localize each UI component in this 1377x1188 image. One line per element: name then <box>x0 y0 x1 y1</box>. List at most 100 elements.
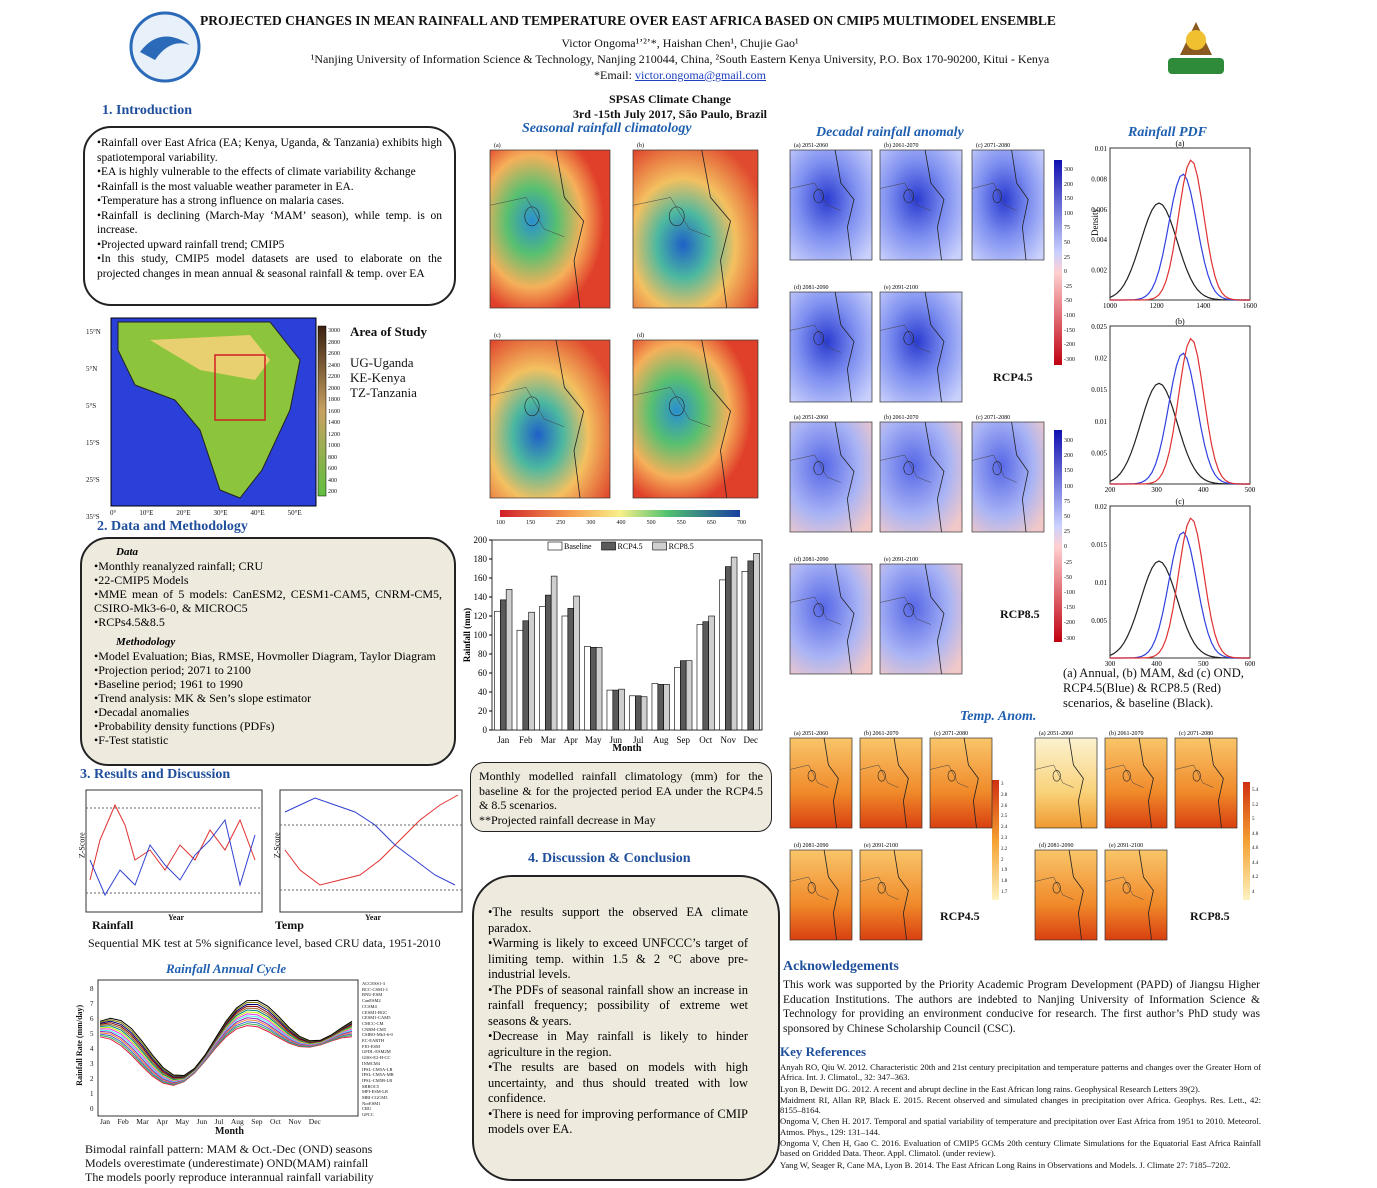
list-item: Decrease in May rainfall is likely to hi… <box>488 1029 748 1060</box>
email[interactable]: victor.ongoma@gmail.com <box>634 68 767 82</box>
list-item: 600 <box>328 466 337 472</box>
border <box>789 876 829 900</box>
list-item: 200 <box>328 489 337 495</box>
list-item: Rainfall is declining (March-May ‘MAM’ s… <box>97 209 442 238</box>
map-panel <box>632 149 759 309</box>
pdf-ytick: 0.015 <box>1091 541 1107 549</box>
panel-label: (d) <box>637 332 644 339</box>
panel-label: (b) 2061-2070 <box>864 730 899 737</box>
panel-label: (d) 2081-2090 <box>794 842 829 849</box>
border <box>879 324 931 353</box>
list-item: 150 <box>1064 196 1073 203</box>
list-item: -100 <box>1064 312 1075 319</box>
cycle-title: Rainfall Annual Cycle <box>166 961 287 976</box>
lake <box>813 603 824 618</box>
coastline <box>924 421 945 533</box>
lake <box>1052 770 1061 782</box>
decadal-ticks: 300 200 150 100 75 50 25 0 -25 -50 -100 -150 -200 -30… <box>1064 163 1075 367</box>
pdf-ytick: 0.02 <box>1095 355 1108 363</box>
map-panel <box>879 291 963 403</box>
coastline <box>701 339 731 499</box>
map-panel <box>879 563 963 675</box>
panel-label: (e) 2091-2100 <box>884 556 918 563</box>
map-panel <box>879 149 963 261</box>
panel-label: (c) 2071-2080 <box>976 414 1010 421</box>
conference: SPSAS Climate Change <box>608 92 731 106</box>
map-panel <box>859 849 923 941</box>
panel-label: (b) 2061-2070 <box>1109 730 1144 737</box>
panel-label: (a) 2051-2060 <box>794 414 828 421</box>
panel-label: (a) 2051-2060 <box>794 142 828 149</box>
list-item: 10°E <box>139 509 154 517</box>
list-item: Ongoma V, Chen H, Gao C. 2016. Evaluatio… <box>780 1138 1261 1159</box>
list-item: NorESM1 <box>362 1100 381 1106</box>
lake <box>877 882 886 894</box>
bar <box>505 589 513 731</box>
mk-caption: Sequential MK test at 5% significance le… <box>88 936 441 950</box>
list-item: Mar <box>136 1117 149 1126</box>
list-item: 200 <box>1064 181 1073 188</box>
list-item: Yang W, Seager R, Cane MA, Lyon B. 2014.… <box>780 1159 1231 1170</box>
bar <box>753 552 760 731</box>
pdf-ytick: 0.002 <box>1091 267 1107 275</box>
list-item: Jun <box>196 1117 208 1126</box>
bar <box>545 594 552 731</box>
lake <box>1192 770 1201 782</box>
year-label: Year <box>168 913 184 922</box>
lake <box>807 770 816 782</box>
bar <box>618 688 625 731</box>
list-item: -200 <box>1064 342 1075 349</box>
border <box>879 182 931 211</box>
list-item: 75 <box>1064 225 1070 232</box>
bar <box>680 660 687 731</box>
rain-label: Rainfall <box>92 918 134 932</box>
bar <box>612 689 619 731</box>
cycle-legend: ACCESS1-3 BCC-CSM1-1 BNU-ESM CanESM2 CCSM4 CE… <box>362 981 394 1118</box>
legend-swatch <box>547 541 563 551</box>
border <box>789 764 829 788</box>
list-item: IPSL-CM5B-LR <box>362 1077 393 1083</box>
list-item: 1.9 <box>1001 868 1008 874</box>
list-item: 800 <box>328 454 337 461</box>
coastline <box>924 291 945 403</box>
list-item: -200 <box>1064 620 1075 627</box>
list-item: -150 <box>1064 327 1075 334</box>
pdf-panel: (b) <box>1175 317 1185 326</box>
border <box>1034 876 1074 900</box>
y-tick-label: 60 <box>478 668 488 678</box>
list-item: 200 <box>1064 453 1073 460</box>
lake <box>903 461 914 476</box>
discussion-heading: 4. Discussion & Conclusion <box>528 851 691 866</box>
list-item: Sep <box>251 1117 263 1126</box>
border <box>929 764 969 788</box>
list-item: -25 <box>1064 559 1072 566</box>
list-item: Maidment RI, Allan RP, Black E. 2015. Re… <box>780 1094 1261 1116</box>
list-item: 4 <box>1252 889 1255 895</box>
rcp45-label: RCP4.5 <box>993 370 1033 384</box>
pdf-title: Rainfall PDF <box>1128 125 1207 140</box>
list-item: 5 <box>1252 817 1255 822</box>
border <box>789 596 841 625</box>
list-item: FIO-ESM <box>362 1043 381 1049</box>
coastline <box>1068 849 1084 941</box>
cycle-xlabel: Month <box>215 1126 244 1137</box>
list-item: Rainfall is the most valuable weather pa… <box>97 180 442 195</box>
map-panel <box>789 291 873 403</box>
pdf-frame <box>1109 147 1251 301</box>
list-item: 3 <box>1001 782 1004 787</box>
decadal-ticks: 300 200 150 100 75 50 25 0 -25 -50 -100 -150 -200 -30… <box>1064 434 1075 647</box>
border <box>1104 876 1144 900</box>
ack-heading: Acknowledgements <box>783 959 899 974</box>
panel-label: (b) 2061-2070 <box>884 414 919 421</box>
list-item: 100 <box>1064 210 1073 217</box>
map-panel <box>1034 849 1098 941</box>
y-tick-label: 200 <box>474 535 488 545</box>
list-item: The PDFs of seasonal rainfall show an in… <box>488 983 748 1030</box>
lake <box>524 396 540 417</box>
border <box>971 182 1017 211</box>
list-item: 2200 <box>328 374 340 380</box>
legend-label: RCP4.5 <box>618 542 643 551</box>
z-label: Z-Score <box>272 832 282 859</box>
pdf-xtick: 400 <box>1151 660 1162 668</box>
